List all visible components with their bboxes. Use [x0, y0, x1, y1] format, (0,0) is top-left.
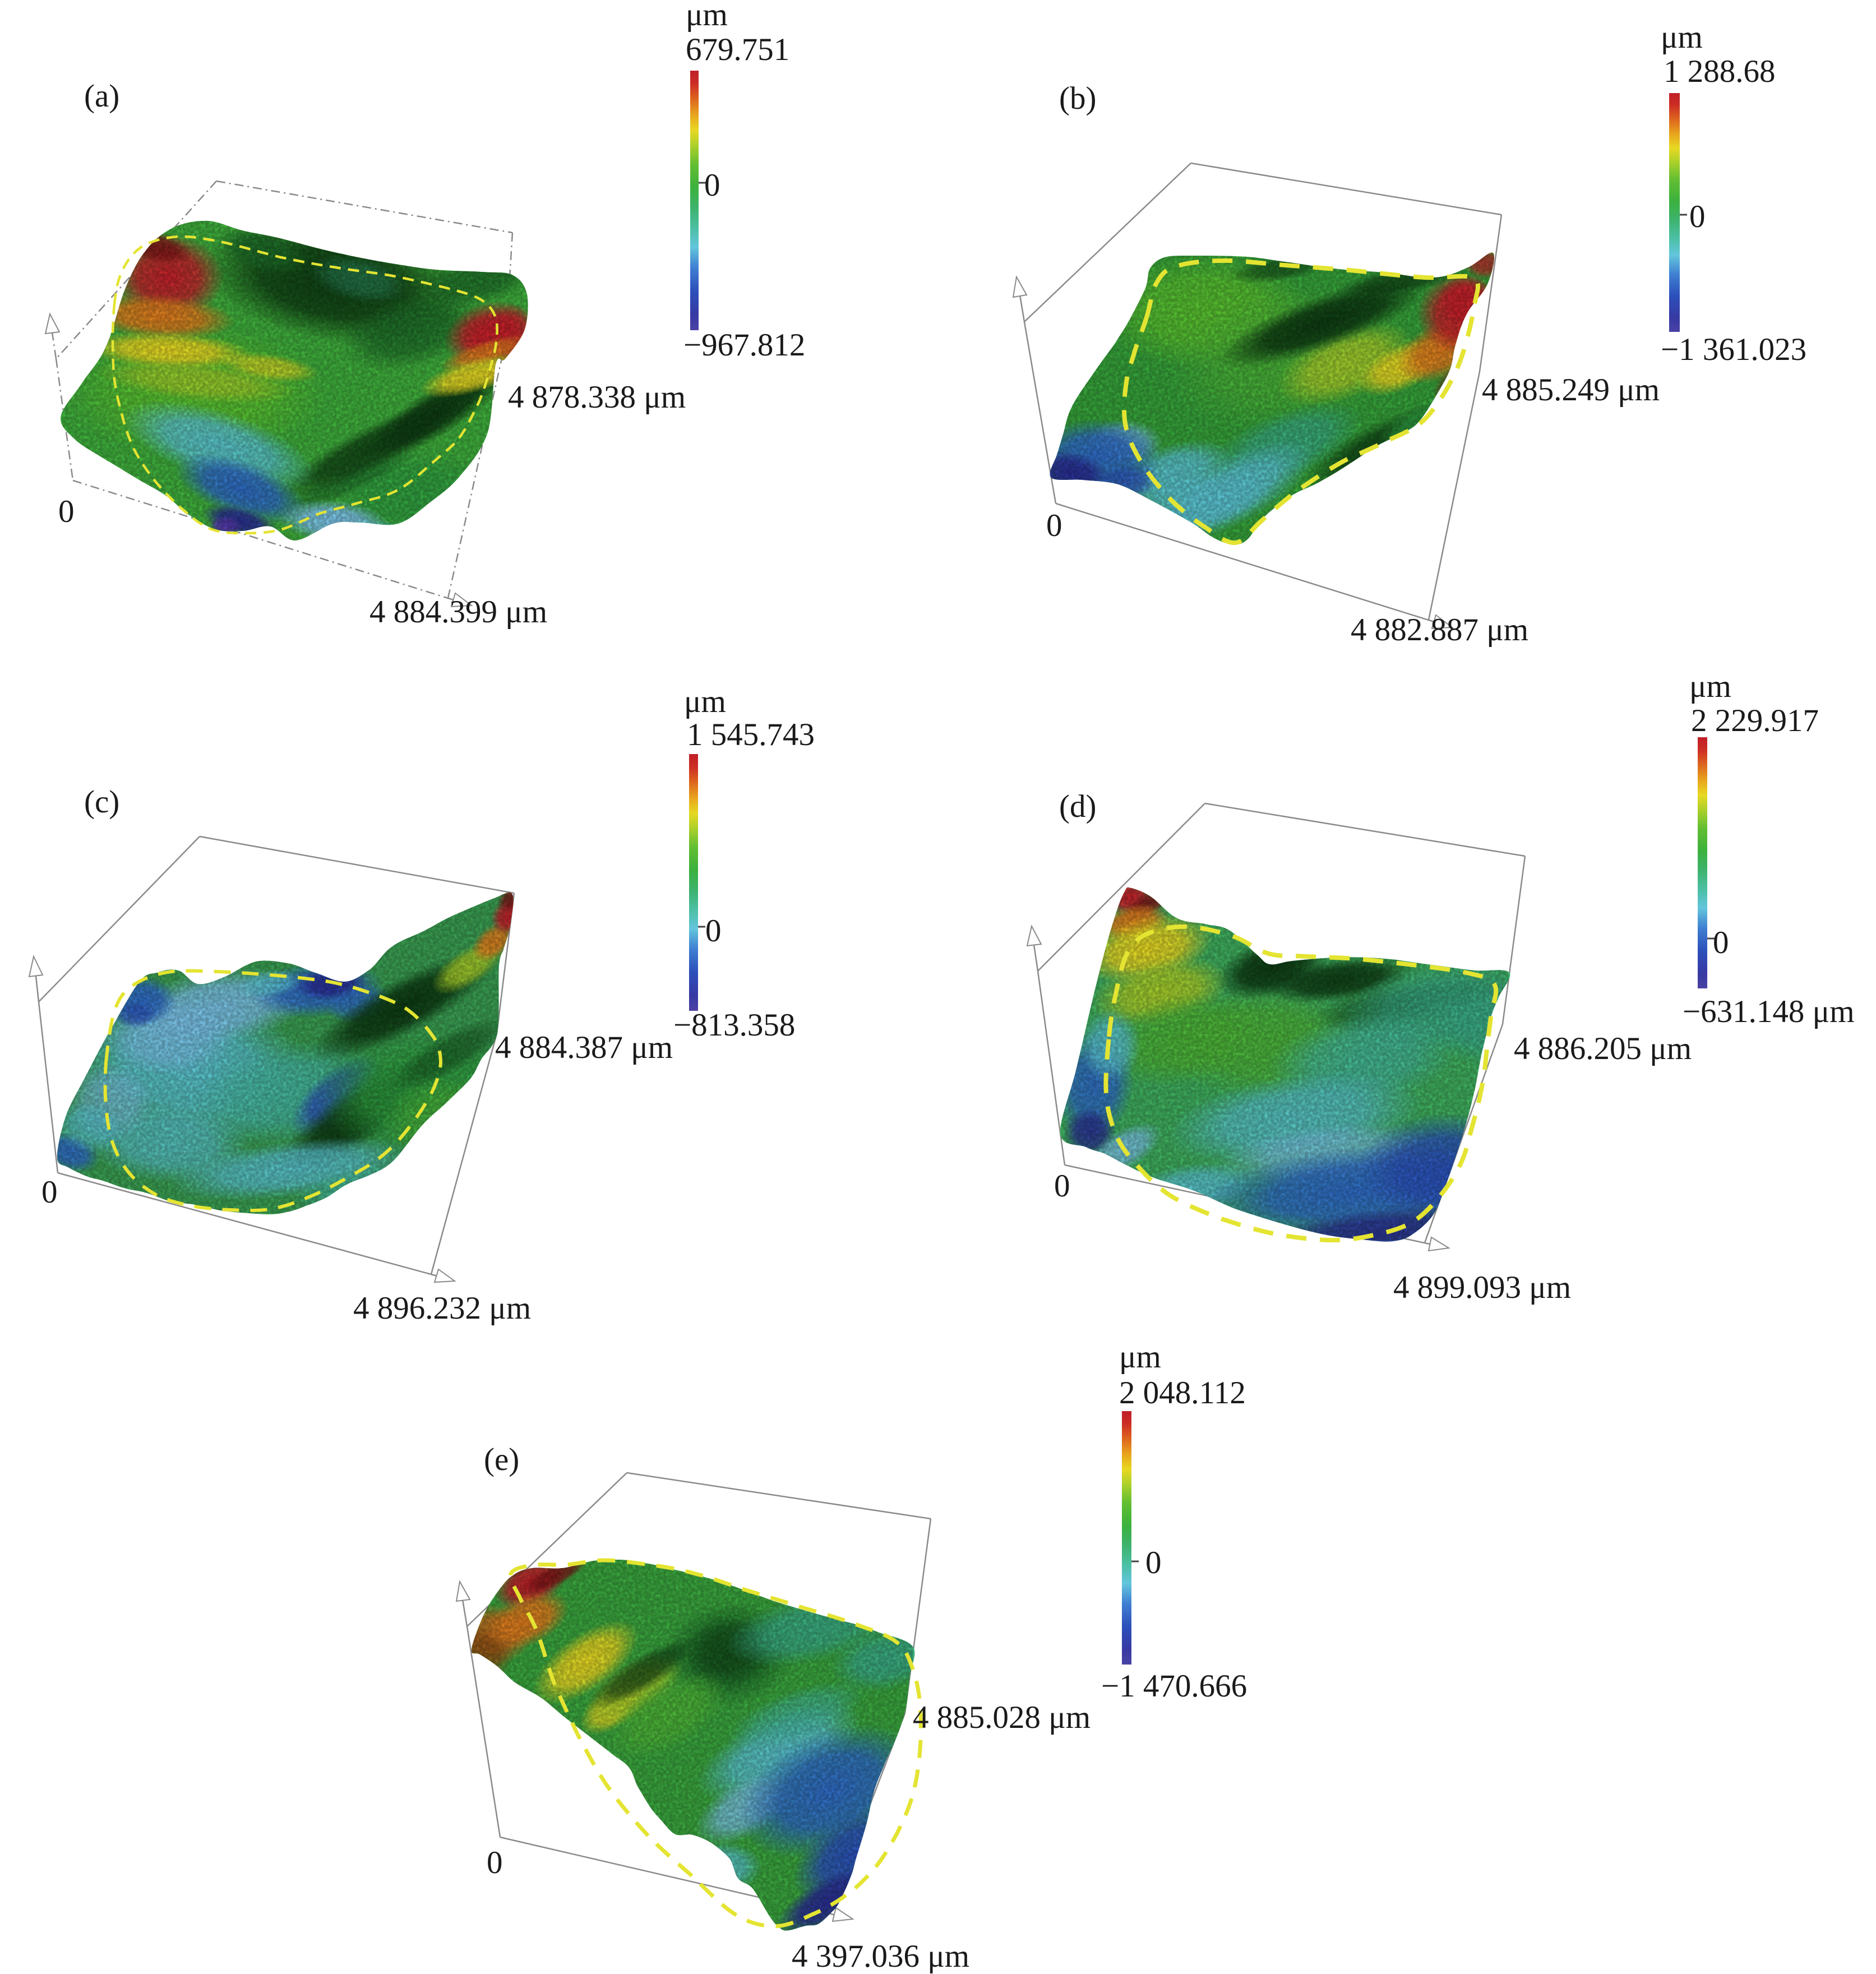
svg-text:0: 0	[1054, 1168, 1070, 1204]
svg-text:2 048.112: 2 048.112	[1119, 1375, 1246, 1411]
svg-text:4 896.232 μm: 4 896.232 μm	[353, 1291, 531, 1326]
svg-text:(a): (a)	[84, 78, 119, 114]
svg-text:4 885.028 μm: 4 885.028 μm	[913, 1700, 1091, 1735]
svg-text:4 885.249 μm: 4 885.249 μm	[1482, 372, 1660, 408]
svg-text:−1 470.666: −1 470.666	[1101, 1668, 1247, 1704]
svg-text:0: 0	[1713, 925, 1729, 960]
svg-text:0: 0	[1689, 199, 1706, 234]
svg-text:1 545.743: 1 545.743	[687, 717, 815, 752]
svg-text:(e): (e)	[484, 1442, 519, 1477]
svg-text:1 288.68: 1 288.68	[1664, 54, 1776, 89]
svg-text:−813.358: −813.358	[673, 1007, 795, 1043]
svg-text:0: 0	[487, 1845, 503, 1880]
svg-text:μm: μm	[686, 0, 728, 33]
svg-text:−967.812: −967.812	[683, 327, 805, 363]
svg-text:4 884.399 μm: 4 884.399 μm	[369, 594, 547, 630]
svg-text:(c): (c)	[84, 784, 119, 820]
svg-text:(b): (b)	[1059, 81, 1096, 116]
svg-text:μm: μm	[1689, 669, 1731, 704]
svg-text:0: 0	[41, 1175, 58, 1210]
svg-text:μm: μm	[1661, 20, 1703, 55]
svg-text:4 886.205 μm: 4 886.205 μm	[1514, 1031, 1692, 1066]
svg-text:4 884.387 μm: 4 884.387 μm	[495, 1030, 673, 1065]
svg-text:−1 361.023: −1 361.023	[1661, 332, 1806, 367]
svg-text:2 229.917: 2 229.917	[1691, 703, 1819, 738]
svg-text:679.751: 679.751	[686, 32, 789, 67]
svg-text:μm: μm	[684, 684, 726, 719]
svg-text:4 899.093 μm: 4 899.093 μm	[1393, 1270, 1571, 1305]
svg-text:0: 0	[1046, 508, 1062, 543]
svg-text:μm: μm	[1119, 1339, 1161, 1375]
svg-text:4 882.887 μm: 4 882.887 μm	[1351, 612, 1528, 648]
svg-text:−631.148 μm: −631.148 μm	[1683, 994, 1855, 1029]
svg-text:4 878.338 μm: 4 878.338 μm	[508, 380, 686, 415]
svg-text:0: 0	[704, 168, 720, 203]
svg-text:0: 0	[58, 494, 75, 529]
svg-text:0: 0	[705, 913, 722, 949]
svg-text:4 397.036 μm: 4 397.036 μm	[792, 1939, 969, 1974]
svg-text:0: 0	[1145, 1545, 1162, 1580]
svg-text:(d): (d)	[1059, 789, 1096, 824]
